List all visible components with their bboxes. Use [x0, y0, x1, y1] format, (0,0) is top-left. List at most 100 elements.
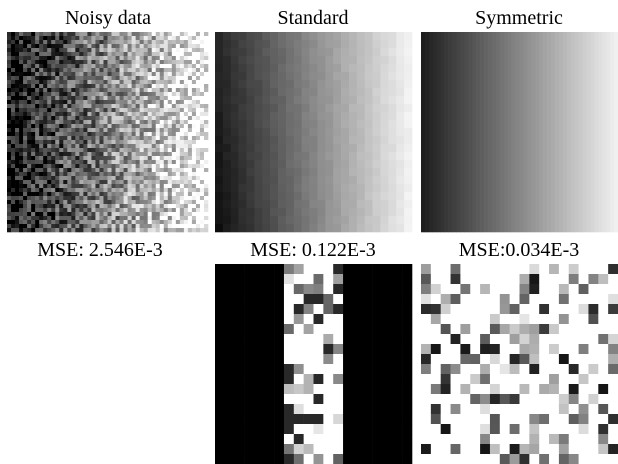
pixel: [598, 32, 602, 36]
pixel: [441, 76, 445, 80]
pixel: [71, 96, 75, 100]
pixel: [19, 60, 23, 64]
pixel: [31, 32, 35, 36]
pixel: [103, 136, 107, 140]
pixel: [590, 48, 594, 52]
pixel: [152, 76, 156, 80]
pixel: [116, 72, 120, 76]
pixel: [35, 104, 39, 108]
pixel: [460, 164, 464, 168]
pixel: [460, 96, 464, 100]
pixel: [429, 60, 433, 64]
pixel: [196, 208, 200, 212]
pixel: [579, 148, 583, 152]
pixel: [176, 148, 180, 152]
pixel: [504, 104, 508, 108]
pixel: [215, 200, 223, 208]
pixel: [460, 176, 464, 180]
pixel: [132, 192, 136, 196]
pixel: [453, 52, 457, 56]
pixel: [43, 80, 47, 84]
pixel: [433, 32, 437, 36]
pixel: [523, 100, 527, 104]
pixel: [51, 68, 55, 72]
pixel: [55, 140, 59, 144]
pixel: [55, 56, 59, 60]
pixel: [535, 172, 539, 176]
pixel: [95, 76, 99, 80]
pixel: [144, 152, 148, 156]
pixel: [27, 80, 31, 84]
pixel: [184, 224, 188, 228]
pixel: [75, 92, 79, 96]
pixel: [453, 68, 457, 72]
pixel: [294, 216, 302, 224]
pixel: [148, 228, 152, 232]
pixel: [472, 144, 476, 148]
pixel: [404, 192, 412, 200]
pixel: [116, 64, 120, 68]
pixel: [144, 68, 148, 72]
pixel: [116, 120, 120, 124]
pixel: [27, 192, 31, 196]
pixel: [484, 148, 488, 152]
pixel: [602, 176, 606, 180]
pixel: [168, 72, 172, 76]
pixel: [551, 128, 555, 132]
pixel: [75, 64, 79, 68]
pixel: [164, 84, 168, 88]
pixel: [294, 136, 302, 144]
pixel: [15, 68, 19, 72]
pixel: [79, 184, 83, 188]
pixel: [172, 124, 176, 128]
pixel: [200, 84, 204, 88]
pixel: [140, 88, 144, 92]
pixel: [128, 144, 132, 148]
pixel: [132, 88, 136, 92]
pixel: [43, 108, 47, 112]
pixel: [27, 220, 31, 224]
pixel: [567, 52, 571, 56]
pixel: [55, 160, 59, 164]
pixel: [120, 156, 124, 160]
pixel: [83, 64, 87, 68]
pixel: [472, 180, 476, 184]
pixel: [590, 176, 594, 180]
pixel: [598, 56, 602, 60]
pixel: [168, 52, 172, 56]
pixel: [480, 40, 484, 44]
pixel: [492, 48, 496, 52]
pixel: [27, 76, 31, 80]
pixel: [373, 96, 381, 104]
pixel: [120, 220, 124, 224]
pixel: [480, 140, 484, 144]
pixel: [504, 44, 508, 48]
pixel: [192, 152, 196, 156]
pixel: [567, 88, 571, 92]
pixel: [429, 160, 433, 164]
pixel: [421, 36, 425, 40]
pixel: [349, 184, 357, 192]
pixel: [527, 80, 531, 84]
pixel: [468, 56, 472, 60]
pixel: [91, 44, 95, 48]
pixel: [464, 124, 468, 128]
pixel: [500, 172, 504, 176]
pixel: [23, 188, 27, 192]
pixel: [333, 96, 341, 104]
pixel: [43, 48, 47, 52]
pixel: [87, 152, 91, 156]
pixel: [441, 156, 445, 160]
pixel: [504, 172, 508, 176]
pixel: [43, 104, 47, 108]
pixel: [453, 40, 457, 44]
pixel: [488, 116, 492, 120]
pixel: [539, 124, 543, 128]
pixel: [112, 184, 116, 188]
pixel: [67, 128, 71, 132]
pixel: [508, 76, 512, 80]
pixel: [294, 104, 302, 112]
pixel: [480, 120, 484, 124]
pixel: [606, 176, 610, 180]
pixel: [164, 80, 168, 84]
